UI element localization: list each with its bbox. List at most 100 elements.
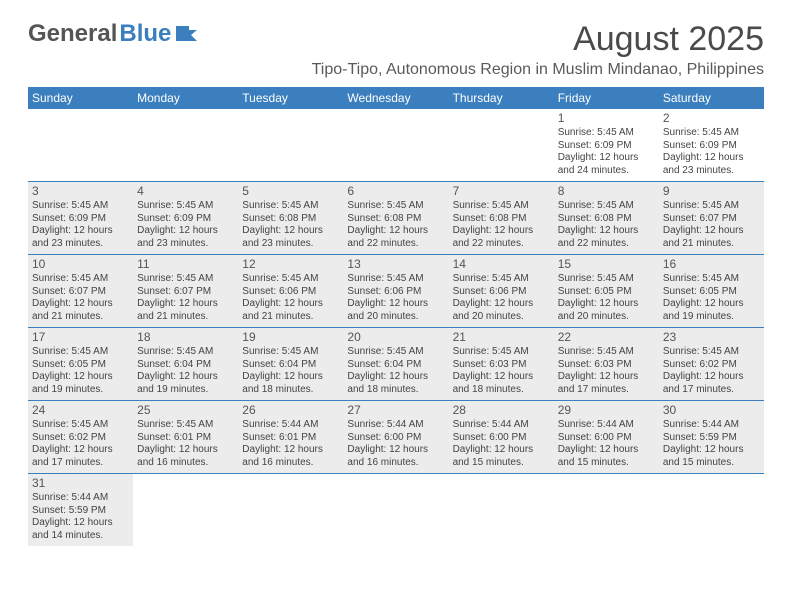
day-cell: 7Sunrise: 5:45 AMSunset: 6:08 PMDaylight… bbox=[449, 182, 554, 254]
day-detail-line: Daylight: 12 hours bbox=[663, 298, 760, 311]
day-detail-line: Sunset: 6:09 PM bbox=[558, 140, 655, 153]
day-detail-line: Daylight: 12 hours bbox=[242, 225, 339, 238]
day-number: 5 bbox=[242, 184, 339, 199]
day-detail-line: Sunrise: 5:45 AM bbox=[242, 273, 339, 286]
day-detail-line: Daylight: 12 hours bbox=[242, 444, 339, 457]
day-number: 21 bbox=[453, 330, 550, 345]
day-detail-line: Daylight: 12 hours bbox=[32, 371, 129, 384]
day-cell: 13Sunrise: 5:45 AMSunset: 6:06 PMDayligh… bbox=[343, 255, 448, 327]
day-detail-line: Daylight: 12 hours bbox=[558, 444, 655, 457]
day-detail-line: Daylight: 12 hours bbox=[32, 517, 129, 530]
day-detail-line: Sunrise: 5:45 AM bbox=[32, 419, 129, 432]
day-cell: 26Sunrise: 5:44 AMSunset: 6:01 PMDayligh… bbox=[238, 401, 343, 473]
day-number: 22 bbox=[558, 330, 655, 345]
day-detail-line: Sunrise: 5:45 AM bbox=[137, 419, 234, 432]
day-detail-line: Daylight: 12 hours bbox=[242, 298, 339, 311]
day-detail-line: Daylight: 12 hours bbox=[558, 371, 655, 384]
day-detail-line: and 23 minutes. bbox=[242, 238, 339, 251]
day-cell: 30Sunrise: 5:44 AMSunset: 5:59 PMDayligh… bbox=[659, 401, 764, 473]
day-detail-line: Daylight: 12 hours bbox=[663, 444, 760, 457]
day-cell bbox=[238, 474, 343, 546]
day-cell bbox=[554, 474, 659, 546]
day-detail-line: and 21 minutes. bbox=[242, 311, 339, 324]
day-detail-line: Sunset: 6:00 PM bbox=[558, 432, 655, 445]
day-detail-line: Sunset: 6:04 PM bbox=[137, 359, 234, 372]
day-detail-line: Daylight: 12 hours bbox=[137, 444, 234, 457]
day-detail-line: and 15 minutes. bbox=[558, 457, 655, 470]
day-cell: 15Sunrise: 5:45 AMSunset: 6:05 PMDayligh… bbox=[554, 255, 659, 327]
day-detail-line: Sunrise: 5:45 AM bbox=[137, 200, 234, 213]
day-detail-line: and 19 minutes. bbox=[32, 384, 129, 397]
location-subtitle: Tipo-Tipo, Autonomous Region in Muslim M… bbox=[312, 61, 764, 79]
day-cell: 19Sunrise: 5:45 AMSunset: 6:04 PMDayligh… bbox=[238, 328, 343, 400]
day-detail-line: Sunrise: 5:45 AM bbox=[663, 273, 760, 286]
day-detail-line: and 21 minutes. bbox=[137, 311, 234, 324]
day-detail-line: and 16 minutes. bbox=[347, 457, 444, 470]
day-cell bbox=[343, 109, 448, 181]
day-detail-line: and 17 minutes. bbox=[558, 384, 655, 397]
day-detail-line: Daylight: 12 hours bbox=[242, 371, 339, 384]
day-number: 7 bbox=[453, 184, 550, 199]
day-number: 11 bbox=[137, 257, 234, 272]
day-detail-line: Sunset: 6:03 PM bbox=[453, 359, 550, 372]
day-cell: 22Sunrise: 5:45 AMSunset: 6:03 PMDayligh… bbox=[554, 328, 659, 400]
day-detail-line: Daylight: 12 hours bbox=[32, 298, 129, 311]
day-cell: 31Sunrise: 5:44 AMSunset: 5:59 PMDayligh… bbox=[28, 474, 133, 546]
day-detail-line: Sunset: 6:07 PM bbox=[32, 286, 129, 299]
day-detail-line: Sunrise: 5:45 AM bbox=[663, 200, 760, 213]
day-cell: 6Sunrise: 5:45 AMSunset: 6:08 PMDaylight… bbox=[343, 182, 448, 254]
logo: GeneralBlue bbox=[28, 20, 201, 48]
day-number: 25 bbox=[137, 403, 234, 418]
day-detail-line: Sunset: 6:02 PM bbox=[32, 432, 129, 445]
day-number: 18 bbox=[137, 330, 234, 345]
day-cell bbox=[28, 109, 133, 181]
day-number: 12 bbox=[242, 257, 339, 272]
day-number: 26 bbox=[242, 403, 339, 418]
day-detail-line: Sunrise: 5:44 AM bbox=[242, 419, 339, 432]
day-detail-line: Sunset: 6:08 PM bbox=[347, 213, 444, 226]
day-detail-line: Daylight: 12 hours bbox=[347, 225, 444, 238]
day-number: 17 bbox=[32, 330, 129, 345]
day-number: 15 bbox=[558, 257, 655, 272]
day-detail-line: Sunset: 5:59 PM bbox=[663, 432, 760, 445]
weeks-container: 1Sunrise: 5:45 AMSunset: 6:09 PMDaylight… bbox=[28, 109, 764, 546]
day-detail-line: and 24 minutes. bbox=[558, 165, 655, 178]
day-detail-line: Sunset: 6:07 PM bbox=[137, 286, 234, 299]
logo-text-1: General bbox=[28, 20, 117, 48]
page-title: August 2025 bbox=[312, 20, 764, 59]
day-detail-line: and 19 minutes. bbox=[137, 384, 234, 397]
day-detail-line: Daylight: 12 hours bbox=[32, 225, 129, 238]
calendar: SundayMondayTuesdayWednesdayThursdayFrid… bbox=[28, 87, 764, 546]
day-cell: 28Sunrise: 5:44 AMSunset: 6:00 PMDayligh… bbox=[449, 401, 554, 473]
day-detail-line: Sunrise: 5:44 AM bbox=[663, 419, 760, 432]
day-detail-line: Sunrise: 5:45 AM bbox=[453, 273, 550, 286]
day-detail-line: Sunrise: 5:44 AM bbox=[347, 419, 444, 432]
day-detail-line: Sunrise: 5:45 AM bbox=[347, 273, 444, 286]
day-detail-line: and 17 minutes. bbox=[663, 384, 760, 397]
day-detail-line: Sunset: 6:08 PM bbox=[242, 213, 339, 226]
day-cell bbox=[449, 474, 554, 546]
day-detail-line: Sunset: 6:08 PM bbox=[558, 213, 655, 226]
week-row: 31Sunrise: 5:44 AMSunset: 5:59 PMDayligh… bbox=[28, 474, 764, 546]
day-detail-line: Daylight: 12 hours bbox=[137, 298, 234, 311]
day-detail-line: and 21 minutes. bbox=[663, 238, 760, 251]
day-detail-line: Sunset: 6:03 PM bbox=[558, 359, 655, 372]
day-number: 24 bbox=[32, 403, 129, 418]
day-cell: 9Sunrise: 5:45 AMSunset: 6:07 PMDaylight… bbox=[659, 182, 764, 254]
day-detail-line: and 23 minutes. bbox=[663, 165, 760, 178]
week-row: 17Sunrise: 5:45 AMSunset: 6:05 PMDayligh… bbox=[28, 328, 764, 401]
week-row: 3Sunrise: 5:45 AMSunset: 6:09 PMDaylight… bbox=[28, 182, 764, 255]
day-detail-line: and 20 minutes. bbox=[347, 311, 444, 324]
day-detail-line: Daylight: 12 hours bbox=[347, 298, 444, 311]
day-detail-line: Daylight: 12 hours bbox=[137, 371, 234, 384]
day-cell: 1Sunrise: 5:45 AMSunset: 6:09 PMDaylight… bbox=[554, 109, 659, 181]
day-detail-line: Sunrise: 5:45 AM bbox=[242, 346, 339, 359]
day-detail-line: and 17 minutes. bbox=[32, 457, 129, 470]
day-cell: 17Sunrise: 5:45 AMSunset: 6:05 PMDayligh… bbox=[28, 328, 133, 400]
day-detail-line: and 23 minutes. bbox=[32, 238, 129, 251]
day-detail-line: and 20 minutes. bbox=[558, 311, 655, 324]
day-detail-line: Sunrise: 5:45 AM bbox=[558, 127, 655, 140]
logo-text-2: Blue bbox=[119, 20, 171, 48]
day-cell: 29Sunrise: 5:44 AMSunset: 6:00 PMDayligh… bbox=[554, 401, 659, 473]
day-detail-line: Sunset: 6:05 PM bbox=[558, 286, 655, 299]
